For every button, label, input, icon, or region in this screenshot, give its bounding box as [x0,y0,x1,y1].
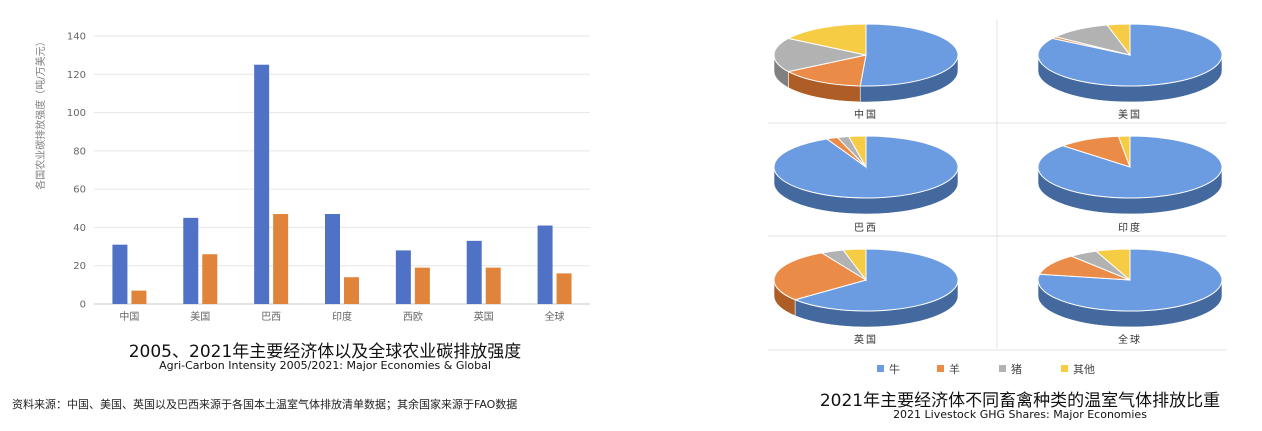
x-tick-label: 西欧 [403,311,423,323]
bar [112,244,128,304]
x-tick-label: 中国 [119,310,139,323]
bar [273,214,289,304]
pie-label: 美国 [1118,108,1142,121]
legend-swatch [999,365,1006,372]
y-tick-label: 40 [73,223,86,234]
bar [556,273,572,304]
pie-chart-title: 2021年主要经济体不同畜禽种类的温室气体排放比重 [819,391,1221,411]
y-tick-label: 20 [73,261,86,272]
y-tick-label: 140 [67,32,86,43]
pie-chart-subtitle: 2021 Livestock GHG Shares: Major Economi… [893,408,1147,421]
pie-1: 美国 [1037,23,1223,121]
source-note: 资料来源：中国、美国、英国以及巴西来源于各国本土温室气体排放清单数据；其余国家来… [12,398,518,411]
pie-label: 巴西 [854,222,878,234]
y-tick-label: 80 [73,146,86,157]
pie-label: 英国 [854,333,878,346]
y-tick-label: 100 [67,108,86,119]
pie-2: 巴西 [773,135,959,234]
y-tick-label: 0 [80,300,86,311]
pie-slice [786,54,867,87]
bar [485,267,501,304]
x-tick-label: 全球 [545,310,565,323]
bar [414,267,430,304]
y-axis-label: 各国农业碳排放强度（吨/万美元） [34,36,47,189]
bar [537,225,553,304]
pie-label: 全球 [1118,333,1142,346]
bar [325,214,340,304]
legend-swatch [1061,365,1068,372]
x-tick-label: 英国 [474,310,494,323]
pie-label: 中国 [854,108,878,121]
bar [466,240,482,304]
y-tick-label: 120 [67,70,86,81]
legend-swatch [937,365,944,372]
bar-marks [112,64,572,304]
bar-chart-title: 2005、2021年主要经济体以及全球农业碳排放强度 [128,342,522,362]
x-tick-label: 印度 [332,310,352,323]
bar [395,250,411,304]
pie-4: 英国 [773,248,959,346]
bar [131,290,147,304]
legend-label: 猪 [1011,363,1022,376]
pie-0: 中国 [773,23,959,121]
bar [254,64,270,304]
legend-swatch [877,365,884,372]
bar-grid [94,35,590,305]
pie-slice [773,135,959,199]
y-axis-ticks: 0 20 40 60 80 100 120 140 [67,32,86,311]
pie-5: 全球 [1037,248,1223,346]
pie-slice [793,248,959,312]
pie-slice [1037,248,1223,312]
bar [183,217,199,304]
legend-label: 其他 [1073,363,1095,376]
bar-chart: 0 20 40 60 80 100 120 140 中国 美国 巴西 印度 西欧 英国 全球 各国农业碳排… [34,32,590,323]
bar-chart-subtitle: Agri-Carbon Intensity 2005/2021: Major E… [159,359,491,372]
bar [344,277,359,304]
bar [202,254,218,304]
pie-label: 印度 [1118,221,1142,234]
legend-label: 羊 [949,362,960,376]
legend-label: 牛 [889,362,900,376]
pie-slice [842,248,867,282]
pie-slice [773,252,868,301]
pie-slice [1117,135,1131,168]
pie-3: 印度 [1037,135,1223,234]
pie-slice [1106,23,1131,57]
x-tick-label: 巴西 [261,311,281,323]
y-tick-label: 60 [73,185,86,196]
pie-slice [847,135,867,169]
x-axis-ticks: 中国 美国 巴西 印度 西欧 英国 全球 [119,310,564,323]
pie-slice [773,37,867,73]
x-tick-label: 美国 [190,310,210,323]
pie-slice [859,23,959,87]
pie-slice [786,23,867,56]
pie-legend: 牛 羊 猪 其他 [877,362,1095,376]
pie-dividers [768,20,1226,351]
pie-slice [1094,248,1131,282]
